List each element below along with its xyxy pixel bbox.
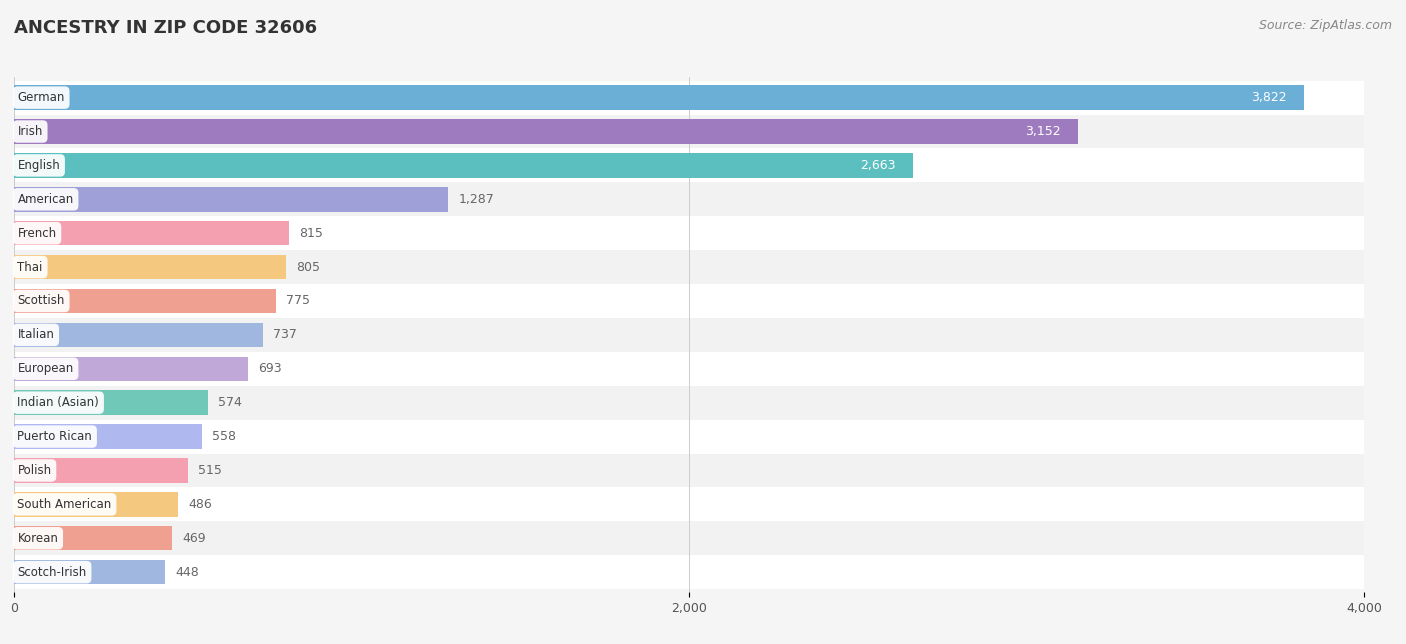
Text: 693: 693 [259,363,281,375]
Bar [14,284,1364,318]
Bar [14,390,208,415]
Bar [14,459,188,482]
Text: 2,663: 2,663 [860,159,896,172]
Text: Thai: Thai [17,261,42,274]
Text: French: French [17,227,56,240]
Bar [14,526,173,551]
Text: German: German [17,91,65,104]
Bar [14,250,1364,284]
Bar [14,521,1364,555]
Bar [14,149,1364,182]
Bar [14,86,1303,110]
Text: 486: 486 [188,498,212,511]
Text: 805: 805 [295,261,319,274]
Text: South American: South American [17,498,111,511]
Text: European: European [17,363,73,375]
Text: 1,287: 1,287 [458,193,495,206]
Text: 448: 448 [176,565,200,579]
Text: 515: 515 [198,464,222,477]
Text: Irish: Irish [17,125,42,138]
Bar [14,255,285,279]
Bar [14,420,1364,453]
Text: 775: 775 [285,294,309,307]
Bar [14,453,1364,488]
Bar [14,424,202,449]
Text: 3,822: 3,822 [1251,91,1286,104]
Text: Italian: Italian [17,328,55,341]
Bar [14,115,1364,149]
Text: ANCESTRY IN ZIP CODE 32606: ANCESTRY IN ZIP CODE 32606 [14,19,318,37]
Bar [14,386,1364,420]
Bar [14,555,1364,589]
Bar [14,216,1364,250]
Text: Scotch-Irish: Scotch-Irish [17,565,87,579]
Bar [14,318,1364,352]
Text: 469: 469 [183,532,207,545]
Bar [14,323,263,347]
Bar [14,492,179,516]
Bar [14,488,1364,521]
Bar [14,289,276,313]
Text: 574: 574 [218,396,242,409]
Bar [14,187,449,211]
Bar [14,182,1364,216]
Bar [14,80,1364,115]
Bar [14,352,1364,386]
Text: English: English [17,159,60,172]
Bar [14,560,166,584]
Bar [14,221,290,245]
Text: Source: ZipAtlas.com: Source: ZipAtlas.com [1258,19,1392,32]
Text: Korean: Korean [17,532,58,545]
Bar [14,119,1077,144]
Text: Puerto Rican: Puerto Rican [17,430,93,443]
Text: Scottish: Scottish [17,294,65,307]
Text: 815: 815 [299,227,323,240]
Text: 737: 737 [273,328,297,341]
Text: Polish: Polish [17,464,52,477]
Bar [14,357,247,381]
Text: 3,152: 3,152 [1025,125,1060,138]
Bar [14,153,912,178]
Text: Indian (Asian): Indian (Asian) [17,396,100,409]
Text: American: American [17,193,73,206]
Text: 558: 558 [212,430,236,443]
